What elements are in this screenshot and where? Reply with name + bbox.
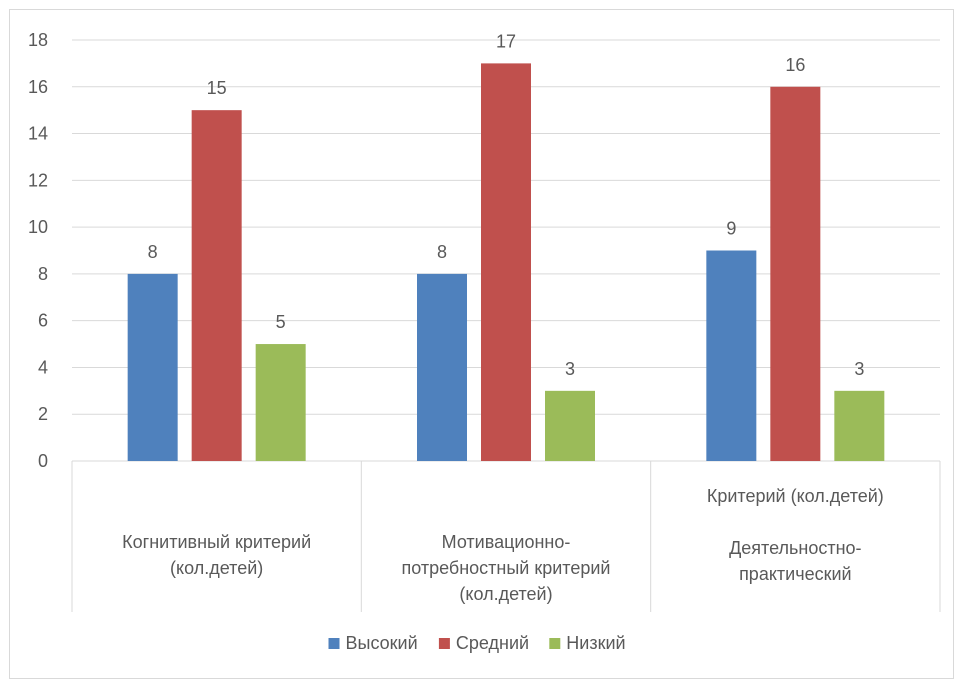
legend: Высокий Средний Низкий — [328, 633, 626, 653]
bar-Высокий — [706, 250, 757, 461]
data-label: 3 — [854, 359, 864, 379]
y-tick-label: 8 — [38, 264, 48, 284]
category-label: Деятельностно- — [729, 538, 861, 558]
data-label: 15 — [207, 78, 227, 98]
y-tick-label: 12 — [28, 170, 48, 190]
data-label: 5 — [276, 312, 286, 332]
y-tick-label: 2 — [38, 404, 48, 424]
legend-label: Низкий — [566, 633, 625, 653]
category-label: (кол.детей) — [170, 558, 263, 578]
bar-Средний — [191, 110, 242, 462]
category-label: Когнитивный критерий — [122, 532, 311, 552]
y-tick-label: 6 — [38, 311, 48, 331]
category-label: потребностный критерий — [402, 558, 611, 578]
category-label: (кол.детей) — [459, 584, 552, 604]
data-label: 3 — [565, 359, 575, 379]
category-label: Мотивационно- — [442, 532, 571, 552]
data-label: 16 — [785, 55, 805, 75]
y-tick-label: 16 — [28, 77, 48, 97]
data-label: 9 — [726, 219, 736, 239]
legend-swatch — [549, 638, 561, 649]
bar-Низкий — [834, 390, 885, 461]
legend-label: Высокий — [346, 633, 418, 653]
data-label: 8 — [437, 242, 447, 262]
y-tick-label: 4 — [38, 357, 48, 377]
data-label: 8 — [148, 242, 158, 262]
bar-Высокий — [127, 273, 178, 461]
y-tick-label: 0 — [38, 451, 48, 471]
y-tick-label: 18 — [28, 30, 48, 50]
data-label: 17 — [496, 31, 516, 51]
bar-Низкий — [545, 390, 595, 461]
legend-label: Средний — [456, 633, 529, 653]
category-axis: 0 2 4 6 8 10 12 14 16 18 Когнитивный критерий (кол.… — [28, 30, 941, 612]
bars — [127, 63, 885, 462]
data-labels: 8 8 9 15 17 16 5 3 3 — [148, 31, 865, 378]
category-label: практический — [739, 564, 852, 584]
legend-swatch — [328, 638, 340, 649]
legend-swatch — [438, 638, 450, 649]
category-label: Критерий (кол.детей) — [707, 486, 884, 506]
y-tick-label: 10 — [28, 217, 48, 237]
bar-Низкий — [255, 344, 306, 461]
bar-Средний — [481, 63, 531, 462]
bar-Средний — [770, 86, 821, 462]
y-tick-label: 14 — [28, 124, 48, 144]
bar-Высокий — [417, 273, 467, 461]
